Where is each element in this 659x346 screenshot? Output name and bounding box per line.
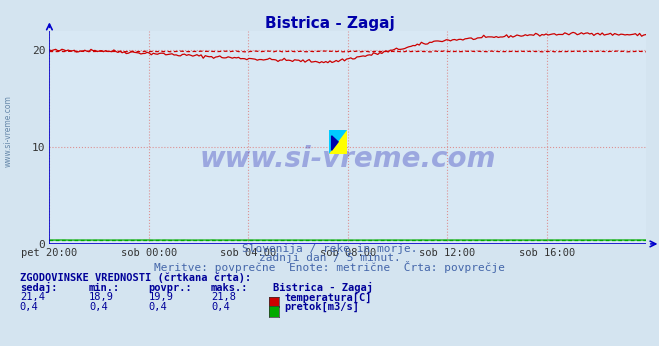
Polygon shape bbox=[331, 136, 338, 150]
Text: maks.:: maks.: bbox=[211, 283, 248, 293]
Text: 0,4: 0,4 bbox=[148, 302, 167, 312]
Text: 21,4: 21,4 bbox=[20, 292, 45, 302]
Text: ZGODOVINSKE VREDNOSTI (črtkana črta):: ZGODOVINSKE VREDNOSTI (črtkana črta): bbox=[20, 272, 251, 283]
Text: Meritve: povprečne  Enote: metrične  Črta: povprečje: Meritve: povprečne Enote: metrične Črta:… bbox=[154, 261, 505, 273]
Text: pretok[m3/s]: pretok[m3/s] bbox=[285, 302, 360, 312]
Text: Bistrica - Zagaj: Bistrica - Zagaj bbox=[265, 16, 394, 30]
Text: zadnji dan / 5 minut.: zadnji dan / 5 minut. bbox=[258, 253, 401, 263]
Polygon shape bbox=[329, 130, 347, 154]
Text: povpr.:: povpr.: bbox=[148, 283, 192, 293]
Text: temperatura[C]: temperatura[C] bbox=[285, 292, 372, 302]
Text: 0,4: 0,4 bbox=[211, 302, 229, 312]
Text: Slovenija / reke in morje.: Slovenija / reke in morje. bbox=[242, 244, 417, 254]
Text: min.:: min.: bbox=[89, 283, 120, 293]
Text: 0,4: 0,4 bbox=[89, 302, 107, 312]
Text: 19,9: 19,9 bbox=[148, 292, 173, 302]
Text: sedaj:: sedaj: bbox=[20, 282, 57, 293]
Text: 0,4: 0,4 bbox=[20, 302, 38, 312]
Text: www.si-vreme.com: www.si-vreme.com bbox=[200, 145, 496, 173]
Text: 18,9: 18,9 bbox=[89, 292, 114, 302]
Text: Bistrica - Zagaj: Bistrica - Zagaj bbox=[273, 282, 374, 293]
Text: www.si-vreme.com: www.si-vreme.com bbox=[4, 95, 13, 167]
Polygon shape bbox=[329, 130, 347, 154]
Text: 21,8: 21,8 bbox=[211, 292, 236, 302]
